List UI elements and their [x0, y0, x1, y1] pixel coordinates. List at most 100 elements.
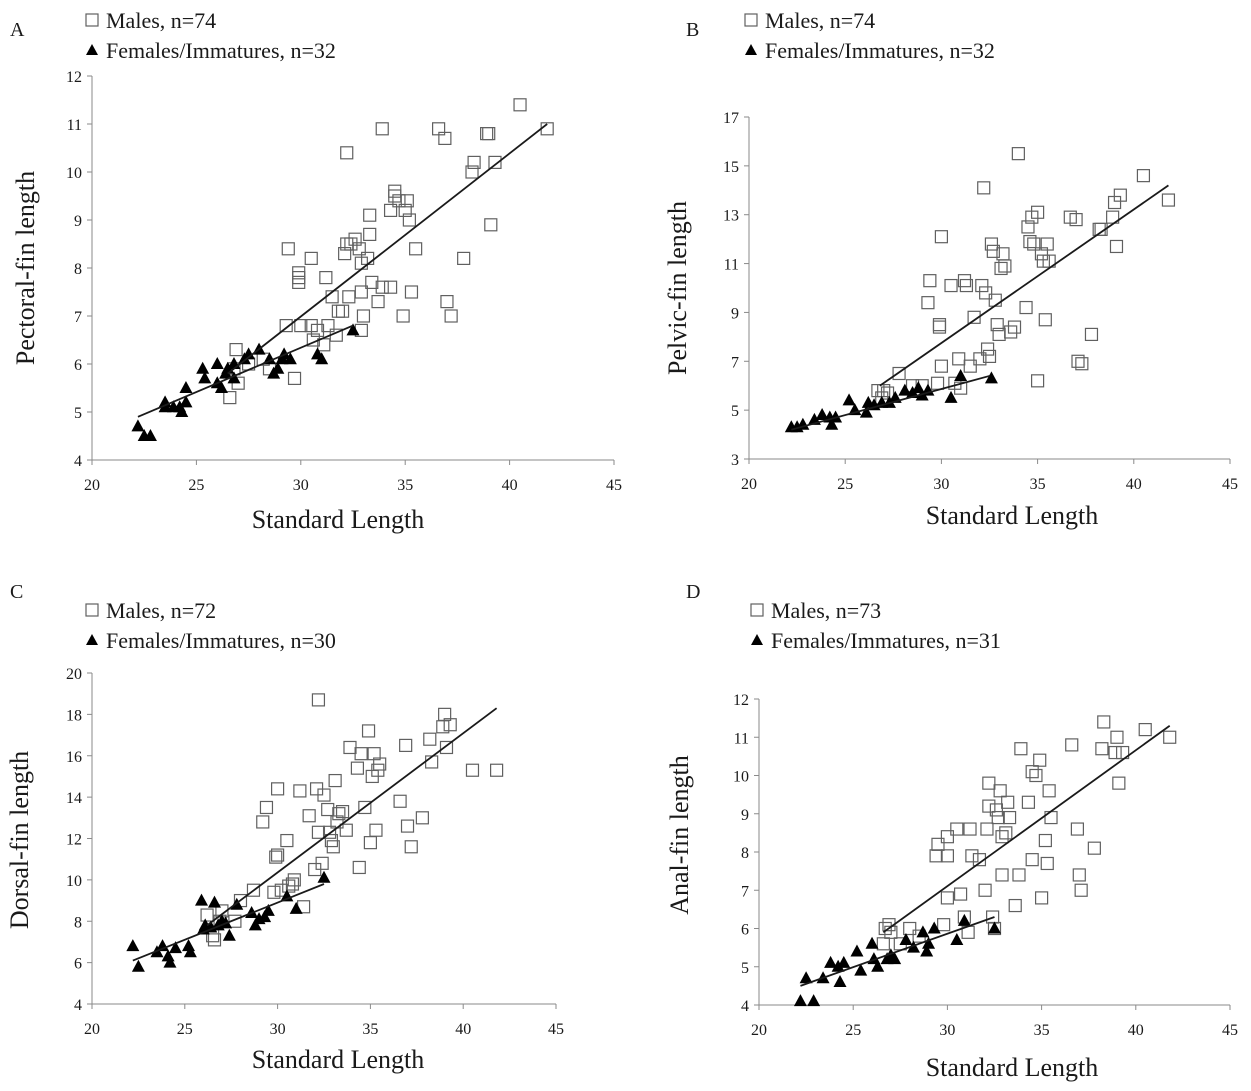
x-tick-label: 20: [741, 476, 757, 493]
y-tick-label: 17: [723, 110, 739, 127]
trend-line: [132, 883, 325, 962]
male-data-point: [1030, 205, 1045, 219]
y-axis-title: Pelvic-fin length: [663, 201, 692, 375]
male-data-point: [930, 376, 945, 390]
female-data-point: [346, 323, 360, 336]
male-data-point: [1074, 883, 1088, 897]
male-data-point: [982, 349, 997, 363]
y-tick-label: 5: [731, 403, 739, 420]
male-data-point: [1014, 742, 1028, 756]
male-data-point: [1069, 213, 1083, 227]
male-data-point: [940, 891, 955, 905]
male-data-point: [348, 232, 362, 246]
y-tick-label: 8: [741, 845, 749, 862]
y-tick-label: 16: [66, 749, 82, 766]
x-tick-label: 30: [270, 1021, 286, 1038]
y-tick-label: 18: [66, 707, 82, 724]
legend-filled-triangle-icon: [86, 44, 98, 55]
y-tick-label: 5: [74, 405, 82, 422]
male-data-point: [444, 309, 458, 323]
male-data-point: [995, 830, 1009, 844]
male-data-point: [326, 840, 340, 854]
x-axis-title: Standard Length: [926, 1053, 1099, 1082]
female-data-point: [315, 352, 329, 365]
x-axis-title: Standard Length: [926, 501, 1099, 530]
legend-label: Males, n=74: [106, 8, 216, 33]
y-tick-label: 20: [66, 666, 82, 683]
female-data-point: [258, 910, 272, 923]
legend-label: Females/Immatures, n=32: [106, 38, 336, 63]
male-data-point: [1029, 768, 1043, 783]
female-data-point: [317, 870, 331, 883]
x-axis-title: Standard Length: [252, 1045, 425, 1074]
x-tick-label: 25: [188, 477, 204, 494]
male-data-point: [934, 230, 949, 244]
y-tick-label: 11: [734, 730, 749, 747]
male-data-point: [409, 242, 423, 256]
male-data-point: [1002, 810, 1017, 825]
male-data-point: [256, 815, 270, 829]
male-data-point: [1021, 220, 1035, 234]
y-tick-label: 10: [733, 769, 749, 786]
female-data-point: [289, 901, 303, 914]
male-data-point: [991, 810, 1005, 825]
female-data-point: [210, 357, 224, 369]
male-data-point: [1012, 868, 1026, 882]
male-data-point: [321, 802, 335, 817]
male-data-point: [415, 811, 429, 825]
male-data-point: [271, 782, 285, 796]
male-data-point: [1116, 745, 1130, 760]
male-data-point: [940, 849, 955, 863]
y-tick-label: 10: [66, 165, 82, 182]
male-data-point: [331, 304, 345, 318]
female-data-point: [261, 903, 275, 916]
y-tick-label: 4: [741, 998, 749, 1015]
male-data-point: [375, 280, 389, 294]
male-data-point: [1097, 715, 1111, 729]
male-data-point: [995, 868, 1009, 882]
panel-letter: C: [10, 581, 23, 603]
y-tick-label: 12: [66, 832, 82, 849]
female-data-point: [143, 429, 157, 441]
male-data-point: [399, 738, 413, 753]
male-data-point: [294, 319, 308, 333]
male-data-point: [923, 274, 937, 288]
female-data-point: [196, 361, 210, 374]
male-data-point: [342, 290, 356, 304]
male-data-point: [965, 849, 979, 863]
y-tick-label: 5: [741, 960, 749, 977]
male-data-point: [440, 295, 454, 309]
x-axis-title: Standard Length: [252, 505, 425, 534]
male-data-point: [929, 849, 943, 863]
x-tick-label: 40: [455, 1021, 471, 1038]
male-data-point: [984, 237, 999, 251]
male-data-point: [877, 384, 891, 398]
y-tick-label: 7: [74, 309, 82, 326]
male-data-point: [1042, 784, 1056, 798]
panel-letter: A: [10, 19, 25, 41]
male-data-point: [404, 840, 418, 854]
male-data-point: [356, 309, 371, 323]
y-tick-label: 3: [731, 452, 739, 469]
male-data-point: [1038, 833, 1052, 848]
female-data-point: [859, 405, 873, 418]
x-tick-label: 45: [1222, 476, 1238, 493]
male-data-point: [986, 244, 1000, 258]
female-data-point: [207, 895, 221, 908]
male-data-point: [892, 366, 906, 381]
female-data-point: [837, 955, 851, 968]
male-data-point: [944, 278, 958, 293]
male-data-point: [352, 860, 366, 875]
trend-line: [227, 123, 548, 375]
male-data-point: [354, 747, 368, 761]
male-data-point: [388, 184, 402, 198]
female-data-point: [248, 918, 262, 931]
female-data-point: [865, 936, 879, 949]
x-tick-label: 35: [1030, 476, 1046, 493]
male-data-point: [207, 933, 222, 947]
male-data-point: [1034, 891, 1049, 905]
male-data-point: [344, 237, 358, 251]
series-females-immatures: [131, 323, 360, 441]
male-data-point: [1027, 237, 1041, 251]
